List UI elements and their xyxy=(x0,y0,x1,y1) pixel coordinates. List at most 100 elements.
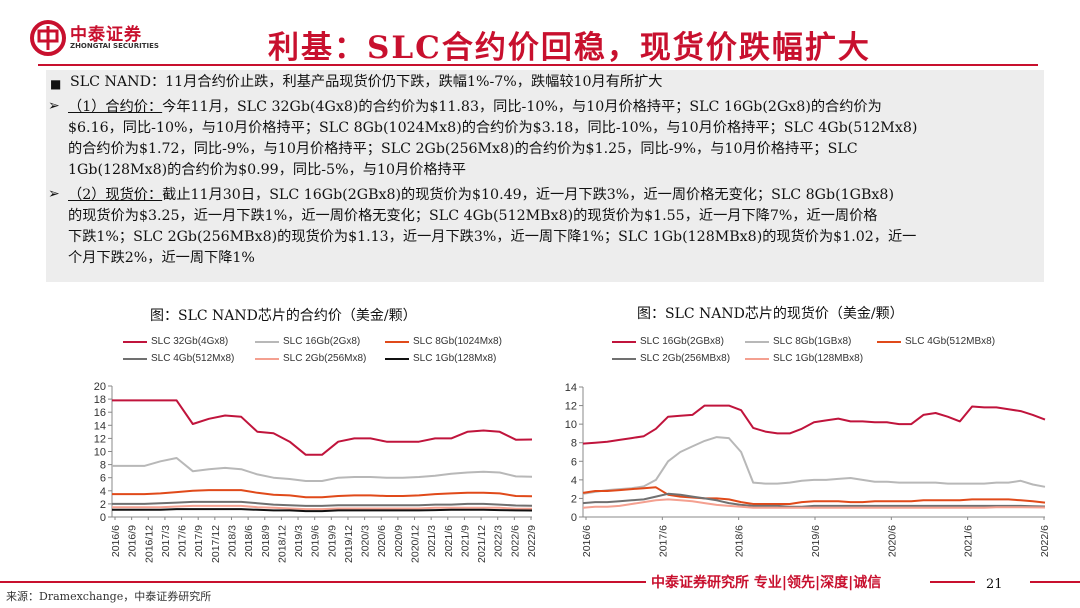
chart2-y-tick-label: 4 xyxy=(571,475,577,487)
chart1-x-tick-label: 2019/12 xyxy=(343,525,355,563)
chart1-y-tick-label: 2 xyxy=(100,499,106,511)
chart1-legend-swatch xyxy=(385,358,409,360)
logo-icon xyxy=(30,20,66,56)
spot-line-1: （2）现货价：截止11月30日，SLC 16Gb(2GBx8)的现货价为$10.… xyxy=(68,185,894,206)
chart1-x-tick-label: 2022/3 xyxy=(493,525,505,557)
chart2-legend-swatch xyxy=(612,358,636,360)
company-subname: ZHONGTAI SECURITIES xyxy=(70,42,159,50)
chart1-legend-item: SLC 1Gb(128Mx8) xyxy=(385,353,496,364)
spot-label: （2）现货价： xyxy=(68,187,162,203)
page-title: 利基：SLC合约价回稳，现货价跌幅扩大 xyxy=(268,22,871,67)
chart2-legend-swatch xyxy=(877,341,901,343)
chart2-x-tick-label: 2021/6 xyxy=(963,525,975,557)
chart2-y-tick-label: 10 xyxy=(565,419,577,431)
chart2-legend-swatch xyxy=(745,341,769,343)
chart2-y-tick-label: 14 xyxy=(565,382,577,394)
chart1-x-tick-label: 2020/6 xyxy=(376,525,388,557)
chart1-legend-swatch xyxy=(255,341,279,343)
chart1-y-tick-label: 16 xyxy=(94,407,106,419)
chart1-legend-swatch xyxy=(385,341,409,343)
chart1-y-tick-label: 6 xyxy=(100,473,106,485)
chart2-legend-item: SLC 2Gb(256MBx8) xyxy=(612,353,730,364)
chart1-x-tick-label: 2018/12 xyxy=(276,525,288,563)
chart1-x-tick-label: 2022/6 xyxy=(509,525,521,557)
spot-text: 截止11月30日，SLC 16Gb(2GBx8)的现货价为$10.49，近一月下… xyxy=(162,187,894,203)
chart1-x-tick-label: 2016/9 xyxy=(127,525,139,557)
chart1-legend-label: SLC 32Gb(4Gx8) xyxy=(151,336,228,347)
chart1-legend-label: SLC 8Gb(1024Mx8) xyxy=(413,336,502,347)
chart1-legend-swatch xyxy=(255,358,279,360)
contract-label: （1）合约价： xyxy=(68,99,162,115)
chart1-legend-label: SLC 1Gb(128Mx8) xyxy=(413,353,496,364)
source-note: 来源：Dramexchange，中泰证券研究所 xyxy=(6,588,211,604)
chart1-y-tick-label: 4 xyxy=(100,486,106,498)
chart1-y-tick-label: 14 xyxy=(94,420,106,432)
spot-line-3: 下跌1%；SLC 2Gb(256MBx8)的现货价为$1.13，近一月下跌3%，… xyxy=(68,227,916,248)
chart2-title: 图：SLC NAND芯片的现货价（美金/颗） xyxy=(637,303,904,323)
chart2-y-tick-label: 2 xyxy=(571,493,577,505)
chart1-x-tick-label: 2020/12 xyxy=(410,525,422,563)
chart1-x-tick-label: 2020/9 xyxy=(393,525,405,557)
arrow-bullet-icon: ➢ xyxy=(48,98,60,114)
chart2-legend-item: SLC 4Gb(512MBx8) xyxy=(877,336,995,347)
chart1-legend-item: SLC 32Gb(4Gx8) xyxy=(123,336,228,347)
contract-text: 今年11月，SLC 32Gb(4Gx8)的合约价为$11.83，同比-10%，与… xyxy=(162,99,882,115)
chart1-x-tick-label: 2016/6 xyxy=(110,525,122,557)
chart2-series-line xyxy=(583,437,1045,494)
chart1-y-tick-label: 0 xyxy=(100,512,106,524)
chart1-x-tick-label: 2016/12 xyxy=(143,525,155,563)
spot-line-4: 个月下跌2%，近一周下降1% xyxy=(68,248,255,269)
chart1-x-tick-label: 2017/9 xyxy=(193,525,205,557)
chart1-x-tick-label: 2021/9 xyxy=(459,525,471,557)
square-bullet-icon: ■ xyxy=(50,77,61,91)
chart1-y-tick-label: 12 xyxy=(94,433,106,445)
chart1-legend-label: SLC 2Gb(256Mx8) xyxy=(283,353,366,364)
chart2-legend-swatch xyxy=(745,358,769,360)
chart1-legend-item: SLC 4Gb(512Mx8) xyxy=(123,353,234,364)
chart1-legend-swatch xyxy=(123,341,147,343)
contract-line-3: 的合约价为$1.72，同比-9%，与10月价格持平；SLC 2Gb(256Mx8… xyxy=(68,139,858,160)
chart2-legend-label: SLC 4Gb(512MBx8) xyxy=(905,336,995,347)
footer-line-left xyxy=(0,581,646,583)
chart1-x-tick-label: 2018/9 xyxy=(260,525,272,557)
chart1-x-tick-label: 2017/6 xyxy=(177,525,189,557)
chart1-x-tick-label: 2019/6 xyxy=(310,525,322,557)
arrow-bullet-icon: ➢ xyxy=(48,186,60,202)
chart1-x-tick-label: 2019/3 xyxy=(293,525,305,557)
chart2-svg: 0 2 4 6 8 10 12 14 2016/6 2017/6 2018/6 2019/6 2020/… xyxy=(555,380,1050,575)
chart1-legend-label: SLC 4Gb(512Mx8) xyxy=(151,353,234,364)
chart2-x-tick-label: 2016/6 xyxy=(581,525,593,557)
page-number: 21 xyxy=(986,577,1003,592)
chart1-x-tick-label: 2021/12 xyxy=(476,525,488,563)
chart1-series-line xyxy=(112,502,532,506)
chart1-legend-item: SLC 16Gb(2Gx8) xyxy=(255,336,360,347)
chart1-x-tick-label: 2018/6 xyxy=(243,525,255,557)
chart2-y-tick-label: 0 xyxy=(571,512,577,524)
chart2-legend-label: SLC 16Gb(2GBx8) xyxy=(640,336,724,347)
chart2-y-tick-label: 8 xyxy=(571,438,577,450)
footer-tagline: 中泰证券研究所 专业|领先|深度|诚信 xyxy=(651,572,881,592)
chart1-title: 图：SLC NAND芯片的合约价（美金/颗） xyxy=(150,305,417,325)
chart1-x-tick-label: 2017/3 xyxy=(160,525,172,557)
chart2-legend-swatch xyxy=(612,341,636,343)
chart1-x-tick-label: 2021/6 xyxy=(443,525,455,557)
footer-line-mid xyxy=(930,581,975,583)
chart2-y-tick-label: 6 xyxy=(571,456,577,468)
contract-line-1: （1）合约价：今年11月，SLC 32Gb(4Gx8)的合约价为$11.83，同… xyxy=(68,97,882,118)
chart1-y-tick-label: 8 xyxy=(100,460,106,472)
chart2-legend-item: SLC 16Gb(2GBx8) xyxy=(612,336,724,347)
chart2-legend-label: SLC 1Gb(128MBx8) xyxy=(773,353,863,364)
chart1-legend-item: SLC 2Gb(256Mx8) xyxy=(255,353,366,364)
chart1-series-line xyxy=(112,490,532,497)
chart2-legend-label: SLC 8Gb(1GBx8) xyxy=(773,336,851,347)
footer-line-right xyxy=(1030,581,1080,583)
summary-headline: SLC NAND：11月合约价止跌，利基产品现货价仍下跌，跌幅1%-7%，跌幅较… xyxy=(70,72,663,93)
chart1-series-line xyxy=(112,400,532,454)
chart1-x-tick-label: 2017/12 xyxy=(210,525,222,563)
contract-line-4: 1Gb(128Mx8)的合约价为$0.99，同比-5%，与10月价格持平 xyxy=(68,160,466,181)
chart2-series-line xyxy=(583,406,1045,444)
chart1-x-tick-label: 2022/9 xyxy=(526,525,538,557)
chart1-legend-label: SLC 16Gb(2Gx8) xyxy=(283,336,360,347)
chart2-x-tick-label: 2018/6 xyxy=(734,525,746,557)
chart1-legend-swatch xyxy=(123,358,147,360)
